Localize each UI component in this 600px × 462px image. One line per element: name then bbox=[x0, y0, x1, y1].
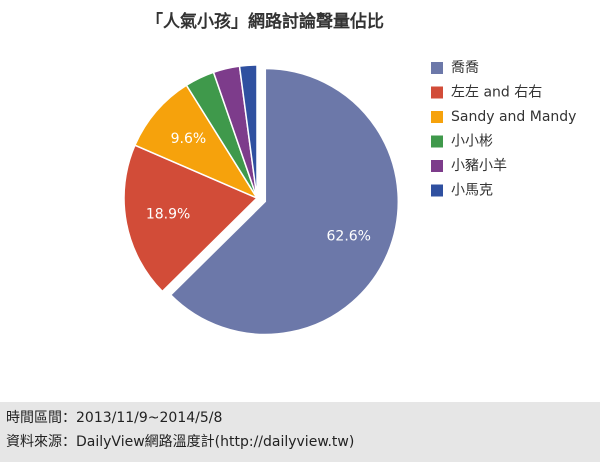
footer-text: 資料來源：DailyView網路溫度計(http://dailyview.tw) bbox=[6, 434, 354, 450]
pie-slice bbox=[238, 64, 258, 199]
legend-label: 小豬小羊 bbox=[451, 158, 507, 174]
legend-label: 小馬克 bbox=[451, 183, 493, 199]
legend-swatch bbox=[431, 160, 443, 172]
footer-text: 時間區間：2013/11/9~2014/5/8 bbox=[6, 410, 222, 426]
legend-label: 喬喬 bbox=[451, 60, 479, 76]
data-label: 18.9% bbox=[146, 207, 190, 223]
legend-label: 小小彬 bbox=[451, 134, 493, 150]
pie-slice bbox=[169, 67, 400, 336]
legend-swatch bbox=[431, 111, 443, 123]
pie-slice bbox=[133, 84, 259, 200]
footer-background bbox=[0, 402, 600, 462]
data-label: 9.6% bbox=[171, 131, 207, 147]
data-label: 62.6% bbox=[327, 228, 371, 244]
legend-label: 左左 and 右右 bbox=[451, 85, 542, 101]
legend-swatch bbox=[431, 184, 443, 197]
legend-swatch bbox=[431, 86, 443, 99]
chart-title: 「人氣小孩」網路討論聲量佔比 bbox=[146, 11, 384, 32]
legend-swatch bbox=[431, 135, 443, 148]
pie-slice bbox=[123, 144, 259, 293]
legend-label: Sandy and Mandy bbox=[451, 109, 576, 125]
legend-swatch bbox=[431, 62, 443, 74]
